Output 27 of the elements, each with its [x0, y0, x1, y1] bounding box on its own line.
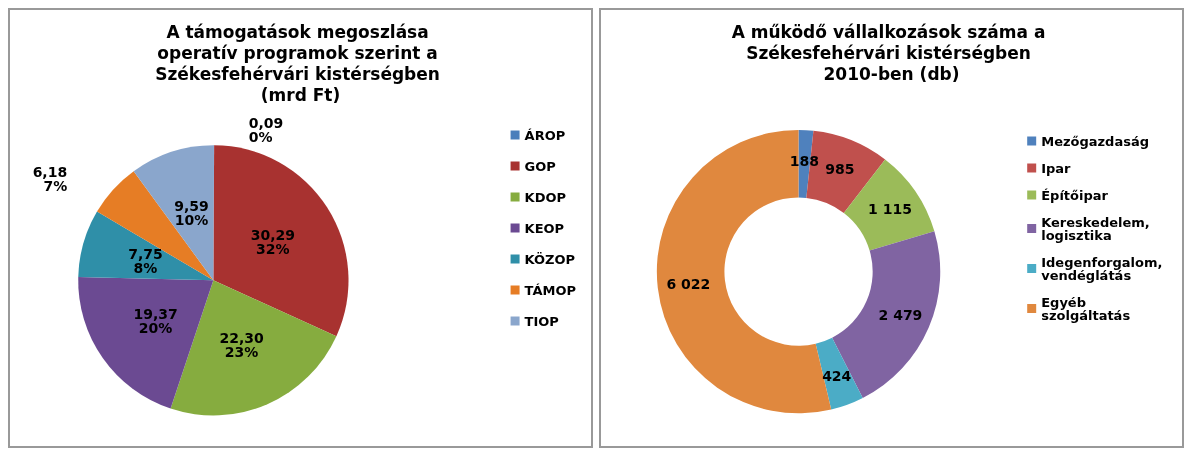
- data-label: 0,09 0%: [248, 115, 284, 146]
- legend-label: ÁROP: [524, 127, 566, 143]
- legend-label: GOP: [524, 158, 556, 174]
- legend-label: Mezőgazdaság: [1041, 133, 1149, 149]
- data-label: 7,75 8%: [128, 245, 163, 276]
- data-label: 6 022: [666, 276, 711, 293]
- legend-label: Ipar: [1041, 160, 1072, 176]
- data-label: 1 115: [868, 200, 912, 217]
- legend-label: TIOP: [524, 313, 559, 329]
- legend-label: Kereskedelem, logisztika: [1041, 214, 1155, 243]
- data-label: 30,29 32%: [250, 227, 295, 258]
- data-label: 19,37 20%: [133, 305, 178, 336]
- data-label: 9,59 10%: [174, 198, 209, 229]
- data-label: 985: [825, 160, 855, 177]
- legend-label: KDOP: [524, 189, 567, 205]
- data-label: 424: [822, 367, 852, 384]
- chart-title: A támogatások megoszlása operatív programok szerint a Székesfehérvári kistérségben (mrd Ft): [155, 21, 446, 105]
- data-label: 6,18 7%: [32, 164, 68, 195]
- data-label: 2 479: [878, 307, 923, 324]
- data-label: 22,30 23%: [219, 330, 264, 361]
- legend-label: Építőipar: [1041, 187, 1109, 203]
- legend-label: Egyéb szolgáltatás: [1041, 294, 1131, 323]
- legend-label: KÖZOP: [524, 251, 576, 267]
- legend-label: KEOP: [524, 220, 565, 236]
- legend-label: TÁMOP: [524, 282, 576, 298]
- chart-title: A működő vállalkozások száma a Székesfehérvári kistérségben 2010-ben (db): [731, 21, 1052, 84]
- legend-label: Idegenforgalom, vendéglátás: [1041, 254, 1167, 283]
